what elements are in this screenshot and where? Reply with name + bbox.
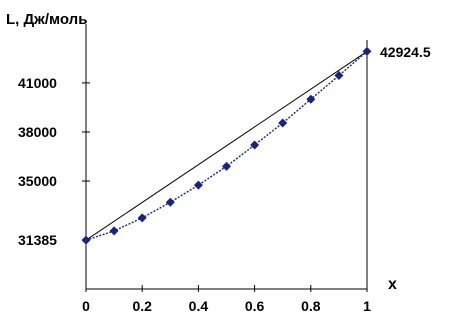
data-point-marker (334, 71, 344, 81)
x-tick-label: 0.8 (301, 298, 321, 314)
data-point-marker (109, 226, 119, 236)
y-tick-label: 41000 (18, 75, 57, 91)
data-point-marker (278, 118, 288, 128)
y-axis-title: L, Дж/моль (6, 11, 87, 28)
data-point-marker (250, 140, 260, 150)
y-tick-label: 31385 (18, 232, 57, 248)
data-point-marker (306, 94, 316, 104)
data-point-marker (137, 213, 147, 223)
y-axis: 31385 35000 38000 41000 (18, 24, 90, 289)
y-tick-label: 35000 (18, 173, 57, 189)
plot-area (81, 46, 372, 245)
straight-line (85, 50, 368, 241)
x-tick-label: 0.6 (245, 298, 265, 314)
y-tick-label: 38000 (18, 124, 57, 140)
x-tick-label: 0.4 (189, 298, 209, 314)
data-point-marker (81, 235, 91, 245)
data-point-marker (222, 161, 231, 171)
data-point-marker (165, 197, 175, 207)
x-tick-label: 0.2 (132, 298, 152, 314)
x-tick-label: 0 (82, 298, 90, 314)
x-axis-title: x (388, 276, 397, 293)
end-value-label: 42924.5 (380, 44, 431, 60)
x-axis: 0 0.2 0.4 0.6 0.8 1 (82, 40, 371, 314)
data-point-marker (193, 180, 203, 190)
x-tick-label: 1 (363, 298, 371, 314)
data-point-marker (362, 46, 372, 56)
